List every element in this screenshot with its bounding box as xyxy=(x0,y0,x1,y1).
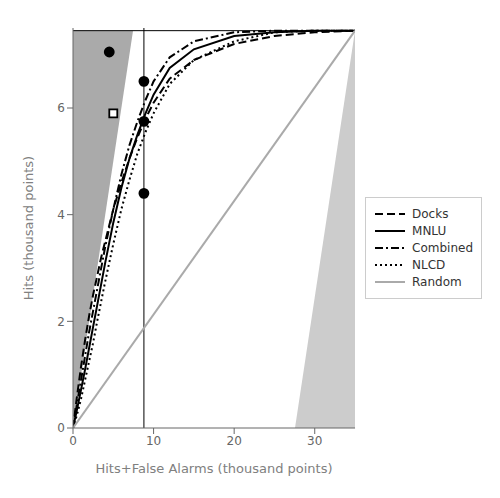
svg-text:2: 2 xyxy=(57,315,65,329)
html-text:MNLU: MNLU xyxy=(412,224,447,238)
svg-text:6: 6 xyxy=(57,101,65,115)
svg-text:0: 0 xyxy=(69,434,77,448)
html-text:Docks: Docks xyxy=(412,207,449,221)
svg-text:4: 4 xyxy=(57,208,65,222)
html-text:Combined: Combined xyxy=(412,241,473,255)
svg-text:20: 20 xyxy=(227,434,242,448)
svg-text:Hits (thousand points): Hits (thousand points) xyxy=(21,156,36,300)
svg-text:Hits+False Alarms (thousand po: Hits+False Alarms (thousand points) xyxy=(95,461,332,476)
html-text:Random: Random xyxy=(412,275,462,289)
svg-text:30: 30 xyxy=(307,434,322,448)
svg-text:0: 0 xyxy=(57,421,65,435)
svg-text:10: 10 xyxy=(146,434,161,448)
html-text:NLCD: NLCD xyxy=(412,258,446,272)
